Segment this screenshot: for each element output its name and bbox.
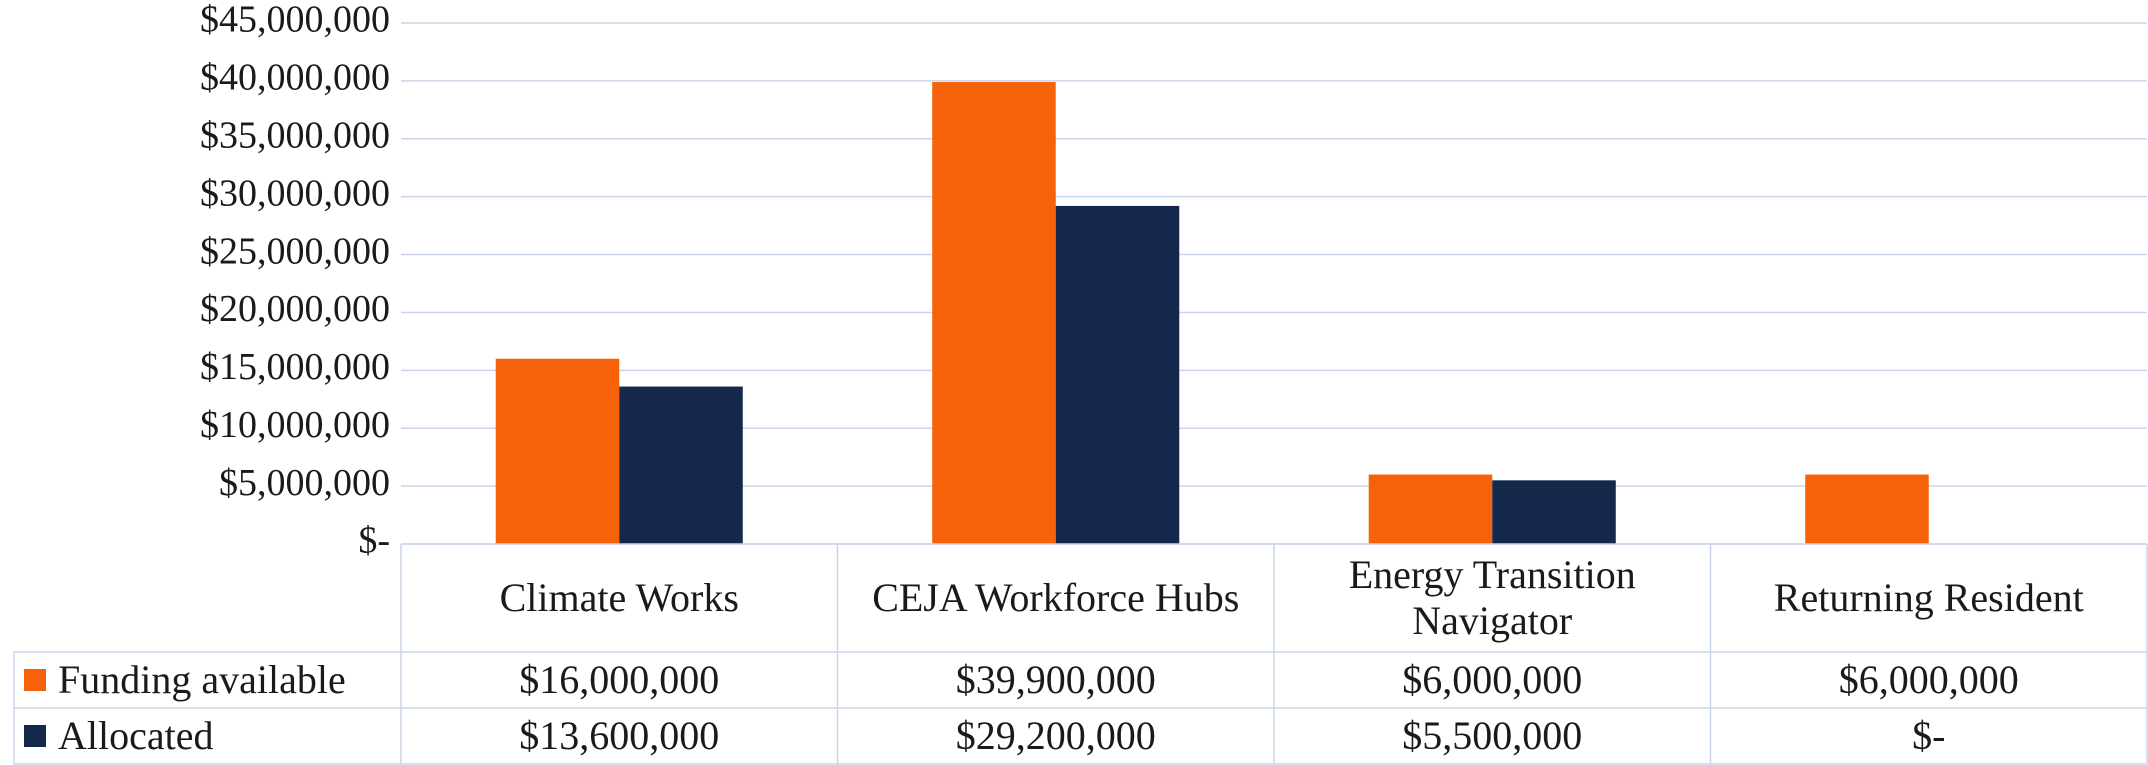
y-tick-label: $35,000,000: [200, 114, 390, 156]
legend-label: Allocated: [58, 713, 214, 758]
bar: [1805, 474, 1929, 544]
bar: [495, 358, 620, 544]
table-value: $6,000,000: [1402, 657, 1583, 702]
y-tick-label: $5,000,000: [219, 462, 390, 504]
table-value: $16,000,000: [519, 657, 720, 702]
y-tick-label: $10,000,000: [200, 404, 390, 446]
category-label: CEJA Workforce Hubs: [872, 575, 1240, 620]
table-value: $29,200,000: [955, 713, 1156, 758]
legend-entry: Funding available: [14, 652, 401, 708]
legend-label: Funding available: [58, 657, 346, 702]
legend-entry: Allocated: [14, 708, 401, 764]
legend-swatch: [24, 725, 46, 747]
y-tick-label: $-: [358, 520, 390, 562]
y-tick-label: $40,000,000: [200, 57, 390, 99]
y-tick-label: $20,000,000: [200, 288, 390, 330]
bar: [1492, 480, 1616, 544]
category-label: Returning Resident: [1773, 575, 2084, 620]
y-tick-label: $15,000,000: [200, 346, 390, 388]
table-value: $-: [1912, 713, 1946, 758]
bar: [1055, 205, 1180, 544]
y-tick-label: $30,000,000: [200, 172, 390, 214]
bar: [932, 82, 1056, 545]
category-label: Climate Works: [499, 575, 739, 620]
table-value: $39,900,000: [955, 657, 1156, 702]
y-tick-label: $45,000,000: [200, 0, 390, 41]
table-value: $6,000,000: [1838, 657, 2019, 702]
bar: [1368, 474, 1493, 544]
table-value: $5,500,000: [1402, 713, 1583, 758]
legend-swatch: [24, 669, 46, 691]
category-label: Energy Transition Navigator: [1348, 552, 1636, 643]
table-value: $13,600,000: [519, 713, 720, 758]
y-tick-label: $25,000,000: [200, 230, 390, 272]
bar: [619, 386, 743, 544]
